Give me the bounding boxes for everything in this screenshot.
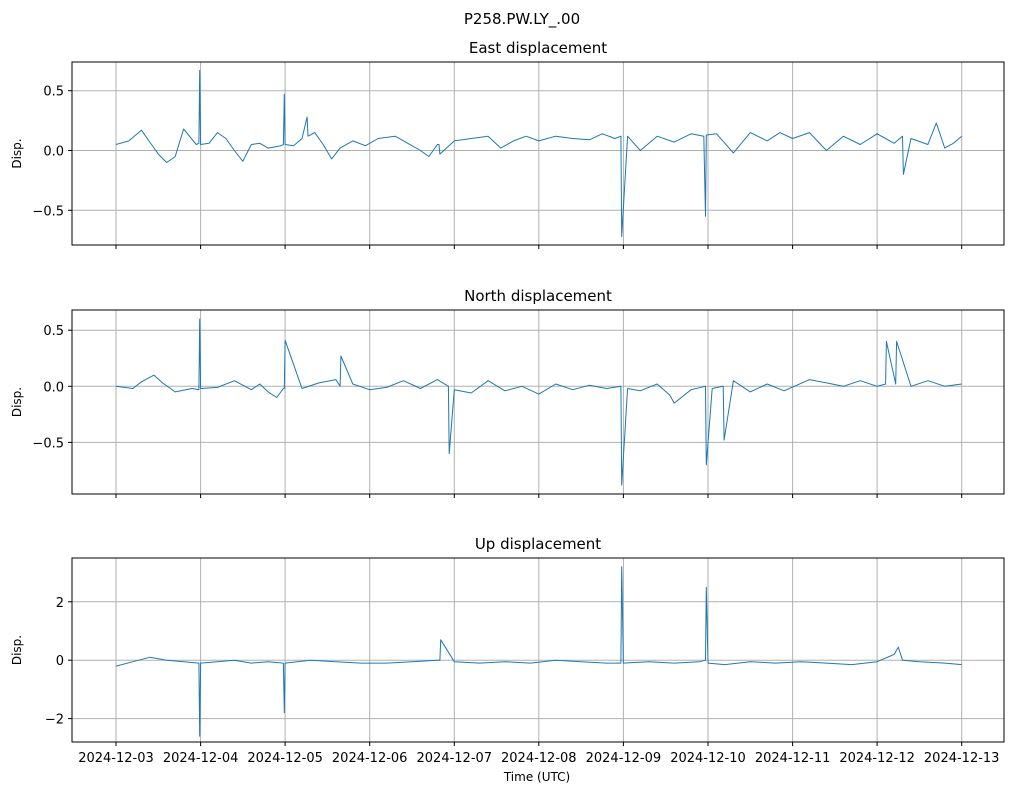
up-y-tick-label: 2: [56, 596, 64, 611]
x-tick-label: 2024-12-07: [417, 751, 493, 766]
east-y-tick-label: 0.5: [43, 85, 64, 100]
north-y-tick-label: 0.5: [43, 324, 64, 339]
north-axes-frame: [71, 309, 1005, 495]
x-tick-label: 2024-12-05: [247, 751, 323, 766]
up-y-tick-label: 0: [56, 654, 64, 669]
figure-title: P258.PW.LY_.00: [464, 10, 580, 29]
subplot-north: 0.5 0.0 −0.5 North displacement Disp.: [10, 287, 1005, 498]
up-panel-title: Up displacement: [475, 535, 601, 553]
subplots: 0.5 0.0 −0.5 East displacement Disp. 0.5 0.0 −0…: [10, 39, 1005, 746]
north-y-tick-label: −0.5: [32, 436, 64, 451]
east-axes-frame: [71, 61, 1005, 246]
x-tick-label: 2024-12-11: [755, 751, 831, 766]
x-tick-labels: 2024-12-03 2024-12-04 2024-12-05 2024-12-06…: [78, 751, 999, 766]
north-y-tick-label: 0.0: [43, 380, 64, 395]
x-tick-label: 2024-12-13: [924, 751, 1000, 766]
x-tick-label: 2024-12-08: [501, 751, 577, 766]
up-axes-frame: [71, 557, 1005, 743]
east-y-tick-label: −0.5: [32, 204, 64, 219]
x-tick-label: 2024-12-09: [586, 751, 662, 766]
subplot-up: 2 0 −2 Up displacement Disp.: [10, 535, 1005, 746]
up-y-tick-label: −2: [45, 713, 64, 728]
north-y-axis-label: Disp.: [10, 387, 24, 417]
x-tick-label: 2024-12-12: [839, 751, 915, 766]
north-panel-title: North displacement: [464, 287, 612, 305]
up-series-line: [115, 566, 962, 737]
north-series-line: [115, 318, 962, 486]
east-panel-title: East displacement: [469, 39, 607, 57]
east-y-tick-label: 0.0: [43, 145, 64, 160]
x-tick-label: 2024-12-10: [670, 751, 746, 766]
subplot-east: 0.5 0.0 −0.5 East displacement Disp.: [10, 39, 1005, 249]
east-y-axis-label: Disp.: [10, 138, 24, 168]
x-tick-label: 2024-12-06: [332, 751, 408, 766]
x-tick-label: 2024-12-03: [78, 751, 154, 766]
x-tick-label: 2024-12-04: [163, 751, 239, 766]
up-y-axis-label: Disp.: [10, 635, 24, 665]
east-series-line: [115, 69, 963, 238]
x-axis-label: Time (UTC): [503, 770, 570, 784]
